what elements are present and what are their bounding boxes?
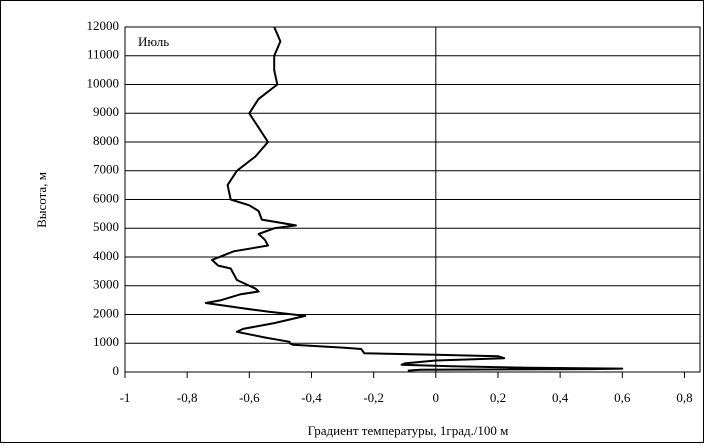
- y-tick-label: 0: [113, 363, 120, 378]
- x-axis-label: Градиент температуры, 1град./100 м: [308, 423, 509, 438]
- y-tick-label: 1000: [93, 334, 119, 349]
- y-tick-label: 8000: [93, 133, 119, 148]
- x-tick-label: -0,8: [177, 390, 198, 405]
- x-tick-label: -0,4: [301, 390, 322, 405]
- x-tick-label: -0,2: [363, 390, 384, 405]
- y-tick-label: 3000: [93, 277, 119, 292]
- x-tick-label: -1: [120, 390, 131, 405]
- x-tick-label: 0: [433, 390, 440, 405]
- y-tick-label: 7000: [93, 162, 119, 177]
- y-tick-label: 10000: [87, 75, 120, 90]
- x-tick-label: -0,6: [239, 390, 260, 405]
- x-tick-label: 0,4: [552, 390, 569, 405]
- y-tick-label: 11000: [87, 47, 119, 62]
- x-tick-label: 0,2: [490, 390, 506, 405]
- x-tick-label: 0,8: [676, 390, 692, 405]
- y-axis-label: Высота, м: [34, 172, 49, 228]
- data-line: [204, 26, 624, 372]
- annotation-box: [131, 32, 193, 54]
- annotation: Июль: [138, 34, 169, 49]
- x-tick-label: 0,6: [614, 390, 631, 405]
- y-tick-label: 6000: [93, 190, 119, 205]
- y-tick-label: 2000: [93, 305, 119, 320]
- y-tick-label: 5000: [93, 219, 119, 234]
- y-tick-label: 9000: [93, 104, 119, 119]
- y-tick-label: 4000: [93, 248, 119, 263]
- y-tick-label: 12000: [87, 18, 120, 33]
